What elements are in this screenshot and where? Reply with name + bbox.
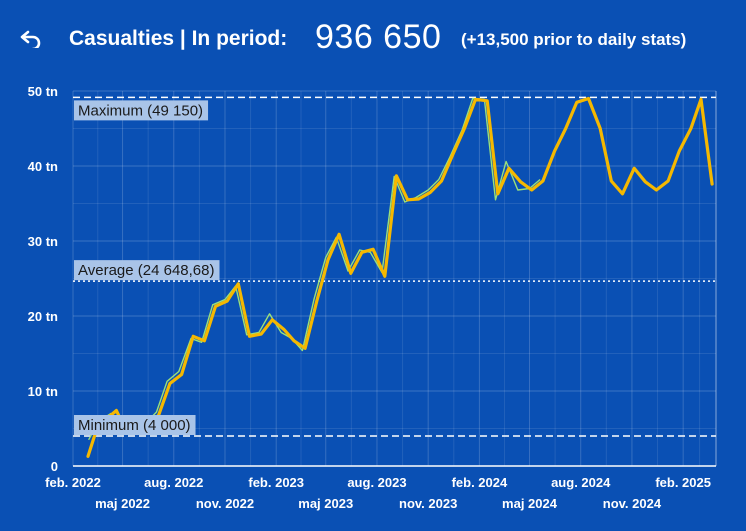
reference-label-box: [74, 260, 220, 281]
x-tick-label: aug. 2024: [551, 475, 611, 490]
x-tick-label: feb. 2023: [248, 475, 304, 490]
x-tick-label: maj 2024: [502, 496, 558, 511]
reference-lines: [73, 96, 716, 437]
reference-label: Maximum (49 150): [78, 102, 203, 119]
reference-labels: Maximum (49 150) Average (24 648,68) Minim…: [74, 100, 220, 435]
axes: feb. 2022 maj 2022 aug. 2022 nov. 2022 feb. …: [28, 84, 717, 511]
series-line-main: [86, 96, 714, 458]
x-tick-label: maj 2022: [95, 496, 150, 511]
undo-arrow-icon[interactable]: [16, 24, 46, 54]
reference-label-box: [74, 415, 196, 435]
series: [86, 96, 714, 458]
casualties-total: 936 650: [315, 18, 442, 56]
y-tick-label: 40 tn: [28, 159, 58, 174]
x-tick-label: nov. 2023: [399, 496, 457, 511]
undo-arrow-glyph: [20, 30, 41, 48]
reference-label: Minimum (4 000): [78, 417, 191, 434]
y-tick-label: 30 tn: [28, 234, 58, 249]
x-tick-label: maj 2023: [298, 496, 353, 511]
y-tick-label: 10 tn: [28, 384, 58, 399]
x-tick-label: feb. 2022: [45, 475, 101, 490]
x-tick-label: aug. 2023: [347, 475, 406, 490]
y-tick-label: 50 tn: [28, 84, 58, 99]
x-tick-label: feb. 2025: [655, 475, 711, 490]
y-tick-label: 20 tn: [28, 309, 58, 324]
x-tick-label: aug. 2022: [144, 475, 203, 490]
grid: [72, 90, 716, 467]
y-tick-label: 0: [51, 459, 58, 474]
x-tick-label: nov. 2024: [603, 496, 662, 511]
reference-label-box: [74, 100, 209, 121]
reference-label: Average (24 648,68): [78, 262, 215, 279]
series-line-secondary: [87, 97, 541, 441]
page-title: Casualties | In period:: [69, 27, 288, 50]
x-tick-label: nov. 2022: [196, 496, 254, 511]
header: Casualties | In period: 936 650 (+13,500…: [0, 0, 746, 78]
x-tick-label: feb. 2024: [452, 475, 508, 490]
prior-stats-note: (+13,500 prior to daily stats): [461, 30, 687, 49]
